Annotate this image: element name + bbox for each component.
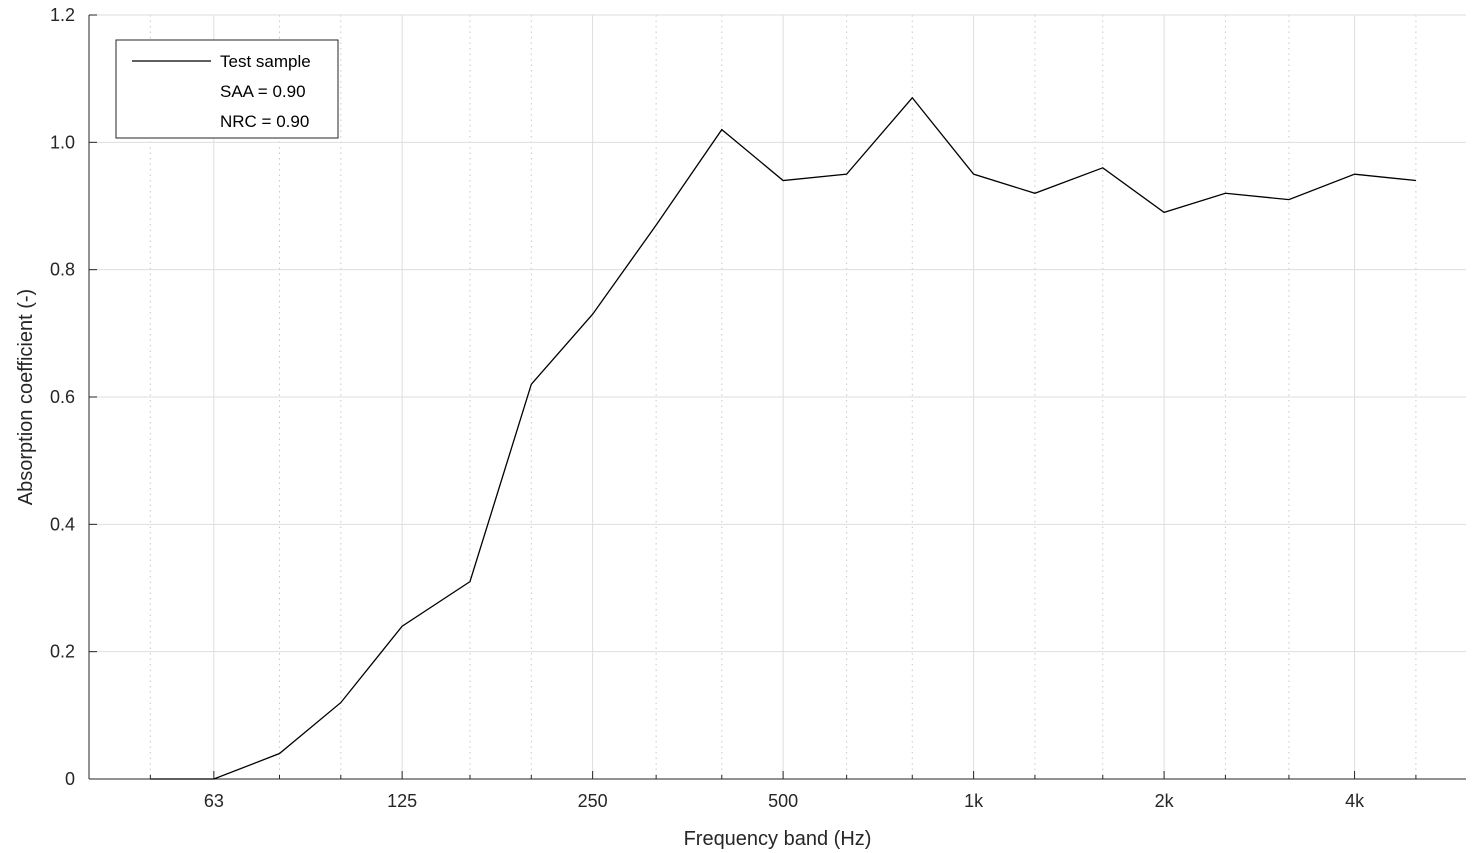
legend: Test sample SAA = 0.90 NRC = 0.90 xyxy=(115,39,339,139)
x-tick-label: 2k xyxy=(1155,791,1175,811)
legend-box xyxy=(115,39,339,139)
y-tick-label: 0.6 xyxy=(50,387,75,407)
y-tick-label: 0.8 xyxy=(50,260,75,280)
y-tick-label: 0.4 xyxy=(50,514,75,534)
y-tick-label: 0.2 xyxy=(50,642,75,662)
x-tick-label: 1k xyxy=(964,791,984,811)
x-axis-label: Frequency band (Hz) xyxy=(684,828,872,850)
x-tick-label: 125 xyxy=(387,791,417,811)
legend-entry-saa: SAA = 0.90 xyxy=(220,82,306,101)
x-tick-label: 4k xyxy=(1345,791,1365,811)
y-axis-label: Absorption coefficient (-) xyxy=(15,289,37,505)
x-tick-label: 250 xyxy=(578,791,608,811)
labels: Frequency band (Hz) Absorption coefficie… xyxy=(15,289,871,850)
y-tick-label: 1.2 xyxy=(50,5,75,25)
legend-entry-test-sample: Test sample xyxy=(220,52,311,71)
x-tick-label: 63 xyxy=(204,791,224,811)
legend-entry-nrc: NRC = 0.90 xyxy=(220,112,309,131)
y-tick-label: 1.0 xyxy=(50,132,75,152)
series-line-0 xyxy=(150,96,1416,780)
axes: 63 125 250 500 1k 2k 4k 0 0.2 0.4 0.6 0.8 1.0 1.2 xyxy=(50,5,1466,811)
series-layer xyxy=(150,96,1416,780)
y-tick-label: 0 xyxy=(65,769,75,789)
x-tick-label: 500 xyxy=(768,791,798,811)
grid xyxy=(89,14,1466,780)
